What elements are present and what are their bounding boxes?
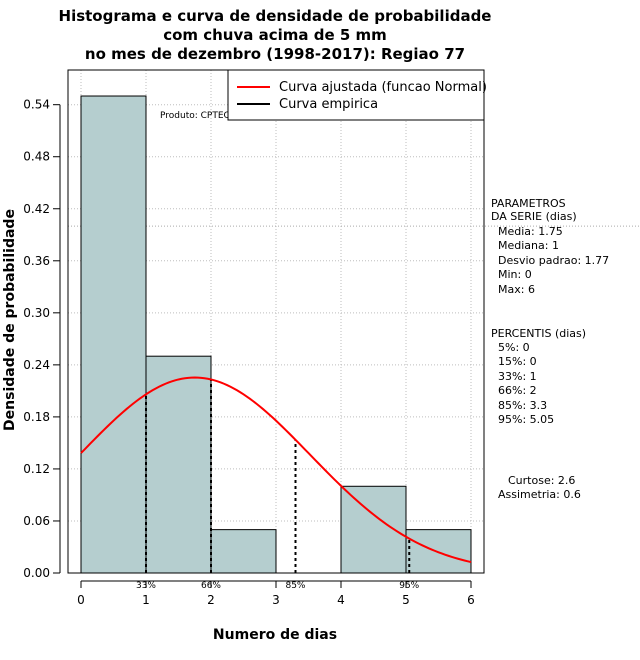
chart-title-line-3: no mes de dezembro (1998-2017): Regiao 7…: [85, 45, 465, 63]
percentil-95: 95%: 5.05: [498, 413, 554, 426]
y-tick-label: 0.36: [23, 254, 50, 268]
assimetria-stat: Assimetria: 0.6: [498, 488, 581, 501]
curtose-stat: Curtose: 2.6: [508, 474, 575, 487]
y-tick-label: 0.42: [23, 202, 50, 216]
percentil-33: 33%: 1: [498, 370, 537, 383]
histogram-bar: [145, 355, 212, 574]
x-tick-label: 3: [272, 593, 280, 607]
histogram-bar: [80, 95, 147, 574]
normal-curve: [80, 376, 472, 564]
percentil-15: 15%: 0: [498, 355, 537, 368]
param-min: Min: 0: [498, 268, 532, 281]
product-annotation: Produto: CPTEC/INPE: [160, 111, 254, 121]
y-axis-label: Densidade de probabilidade: [2, 209, 18, 431]
axes: 0 1 2 3 4 5 6 0.00 0.06 0.12 0.18 0.24 0.30 0.36 0.42 0…: [23, 98, 475, 607]
histogram-bars: [80, 95, 472, 574]
y-tick-label: 0.30: [23, 306, 50, 320]
legend: Curva ajustada (funcao Normal) Curva emp…: [227, 69, 487, 121]
param-media: Media: 1.75: [498, 225, 563, 238]
legend-label-fitted: Curva ajustada (funcao Normal): [279, 80, 487, 95]
x-tick-label: 1: [142, 593, 150, 607]
percentil-66: 66%: 2: [498, 384, 537, 397]
legend-label-empirical: Curva empirica: [279, 97, 378, 112]
params-heading-2: DA SERIE (dias): [491, 210, 577, 223]
x-tick-label: 0: [77, 593, 85, 607]
y-tick-label: 0.12: [23, 462, 50, 476]
histogram-bar: [210, 529, 277, 574]
x-tick-label: 5: [402, 593, 410, 607]
param-max: Max: 6: [498, 283, 535, 296]
x-tick-label: 2: [207, 593, 215, 607]
shape-stats-panel: Curtose: 2.6 Assimetria: 0.6: [498, 474, 581, 501]
chart-title-line-1: Histograma e curva de densidade de proba…: [59, 7, 492, 25]
x-tick-label: 6: [467, 593, 475, 607]
x-tick-label: 4: [337, 593, 345, 607]
percentil-85: 85%: 3.3: [498, 399, 547, 412]
y-tick-label: 0.54: [23, 98, 50, 112]
y-tick-label: 0.48: [23, 150, 50, 164]
params-heading-1: PARAMETROS: [491, 197, 566, 210]
percentil-5: 5%: 0: [498, 341, 530, 354]
chart-title-line-2: com chuva acima de 5 mm: [163, 26, 387, 44]
series-parameters-panel: PARAMETROS DA SERIE (dias) Media: 1.75 M…: [491, 197, 609, 296]
y-tick-label: 0.00: [23, 566, 50, 580]
percentile-marker-label: 85%: [285, 581, 305, 591]
percentis-heading: PERCENTIS (dias): [491, 327, 586, 340]
param-desvio: Desvio padrao: 1.77: [498, 254, 609, 267]
x-axis-label: Numero de dias: [213, 627, 337, 643]
percentile-marker-label: 95%: [399, 581, 419, 591]
legend-box: [227, 69, 485, 121]
y-tick-label: 0.18: [23, 410, 50, 424]
param-mediana: Mediana: 1: [498, 239, 559, 252]
percentiles-panel: PERCENTIS (dias) 5%: 0 15%: 0 33%: 1 66%…: [491, 327, 586, 426]
y-tick-label: 0.06: [23, 514, 50, 528]
fitted-normal-curve: [80, 376, 472, 564]
y-tick-label: 0.24: [23, 358, 50, 372]
